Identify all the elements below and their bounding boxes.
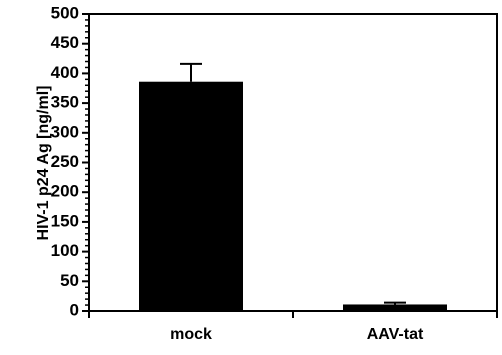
y-tick-label: 250 xyxy=(51,152,79,171)
y-tick-label: 300 xyxy=(51,122,79,141)
x-category-label: mock xyxy=(170,326,212,343)
bar xyxy=(343,304,447,311)
y-tick-label: 100 xyxy=(51,241,79,260)
y-tick-label: 150 xyxy=(51,211,79,230)
y-tick-label: 350 xyxy=(51,93,79,112)
labels: 0 50 100 150 200 250 300 350 400 450 500 mock AAV-ta… xyxy=(51,3,424,343)
y-tick-label: 500 xyxy=(51,3,79,22)
y-axis-title: HIV-1 p24 Ag [ng/ml] xyxy=(35,86,52,241)
axes xyxy=(82,13,498,318)
y-tick-label: 50 xyxy=(60,271,79,290)
y-tick-label: 450 xyxy=(51,33,79,52)
y-tick-label: 0 xyxy=(70,300,79,319)
bars xyxy=(139,81,447,311)
x-category-label: AAV-tat xyxy=(367,326,424,343)
error-bars xyxy=(180,62,406,305)
y-tick-label: 400 xyxy=(51,63,79,82)
bar xyxy=(139,81,243,311)
y-tick-label: 200 xyxy=(51,182,79,201)
